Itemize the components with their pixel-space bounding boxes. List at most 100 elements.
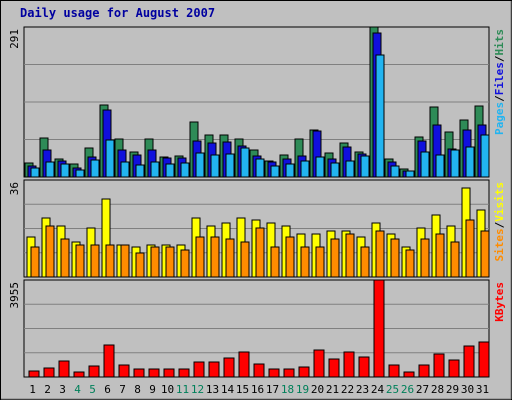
bar-kbytes-day-2 (43, 367, 55, 378)
bar-kbytes-day-9 (148, 368, 160, 378)
bar-kbytes-day-30 (463, 345, 475, 378)
bar-sites-day-25 (390, 238, 400, 278)
bar-sites-day-8 (135, 252, 145, 278)
legend-entry: Files (493, 62, 506, 95)
bar-sites-day-13 (210, 236, 220, 278)
bar-sites-day-18 (285, 236, 295, 278)
bar-sites-day-4 (75, 244, 85, 278)
bar-sites-day-15 (240, 241, 250, 278)
y-max-label: 3955 (8, 282, 21, 309)
bar-sites-day-2 (45, 225, 55, 278)
bar-kbytes-day-29 (448, 359, 460, 378)
x-tick-label: 8 (134, 383, 141, 396)
bar-kbytes-day-8 (133, 368, 145, 378)
bar-kbytes-day-17 (268, 368, 280, 378)
bar-sites-day-10 (165, 246, 175, 278)
bar-sites-day-1 (30, 246, 40, 278)
legend-separator: / (493, 55, 506, 62)
bar-pages-day-9 (150, 161, 160, 178)
x-tick-label: 3 (59, 383, 66, 396)
bar-pages-day-5 (90, 159, 100, 178)
x-tick-label: 14 (221, 383, 235, 396)
x-tick-label: 26 (401, 383, 414, 396)
bar-sites-day-20 (315, 246, 325, 278)
bar-pages-day-13 (210, 154, 220, 178)
bar-pages-day-30 (465, 146, 475, 178)
bar-kbytes-day-7 (118, 364, 130, 378)
x-tick-label: 10 (161, 383, 174, 396)
bar-kbytes-day-27 (418, 364, 430, 378)
bar-pages-day-20 (315, 156, 325, 178)
bar-pages-day-14 (225, 153, 235, 178)
bar-pages-day-12 (195, 152, 205, 178)
bar-kbytes-day-11 (178, 368, 190, 378)
legend-entry: Visits (493, 182, 506, 222)
bar-pages-day-8 (135, 164, 145, 178)
bar-pages-day-17 (270, 165, 280, 178)
bar-sites-day-3 (60, 238, 70, 278)
bar-sites-day-11 (180, 249, 190, 278)
bar-kbytes-day-23 (358, 356, 370, 378)
bar-sites-day-24 (375, 230, 385, 278)
bar-kbytes-day-24 (373, 279, 385, 378)
x-tick-label: 22 (341, 383, 354, 396)
bar-pages-day-15 (240, 147, 250, 178)
x-tick-label: 1 (29, 383, 36, 396)
x-tick-label: 25 (386, 383, 399, 396)
bar-kbytes-day-4 (73, 371, 85, 378)
x-tick-label: 18 (281, 383, 294, 396)
bar-kbytes-day-16 (253, 363, 265, 378)
bar-pages-day-4 (75, 169, 85, 178)
bar-sites-day-7 (120, 244, 130, 278)
bar-kbytes-day-14 (223, 357, 235, 378)
bar-sites-day-31 (480, 230, 490, 278)
x-tick-label: 31 (476, 383, 489, 396)
x-tick-label: 9 (149, 383, 156, 396)
bar-sites-day-30 (465, 219, 475, 278)
bar-kbytes-day-21 (328, 358, 340, 378)
bar-sites-day-28 (435, 233, 445, 278)
x-tick-label: 12 (191, 383, 204, 396)
legend-separator: / (493, 221, 506, 228)
series-sites (30, 219, 490, 278)
bar-kbytes-day-18 (283, 368, 295, 378)
bar-kbytes-day-19 (298, 366, 310, 378)
bar-kbytes-day-13 (208, 361, 220, 378)
bar-pages-day-3 (60, 163, 70, 178)
bar-pages-day-31 (480, 134, 490, 178)
legend-entry: KBytes (493, 282, 506, 322)
x-tick-label: 7 (119, 383, 126, 396)
bar-pages-day-22 (345, 160, 355, 178)
chart-title: Daily usage for August 2007 (20, 6, 215, 20)
bar-pages-day-18 (285, 163, 295, 178)
bar-pages-day-7 (120, 161, 130, 178)
series-legend: Sites/Visits (493, 182, 506, 262)
bar-kbytes-day-12 (193, 361, 205, 378)
bar-sites-day-9 (150, 246, 160, 278)
x-tick-label: 21 (326, 383, 339, 396)
x-tick-label: 11 (176, 383, 189, 396)
legend-entry: Hits (493, 29, 506, 56)
x-tick-label: 6 (104, 383, 111, 396)
bar-sites-day-22 (345, 233, 355, 278)
bar-kbytes-day-15 (238, 351, 250, 378)
bar-sites-day-21 (330, 238, 340, 278)
bar-sites-day-17 (270, 246, 280, 278)
bar-kbytes-day-5 (88, 365, 100, 378)
series-kbytes (28, 279, 490, 378)
bar-kbytes-day-6 (103, 344, 115, 378)
bar-pages-day-24 (375, 54, 385, 178)
bar-pages-day-25 (390, 165, 400, 178)
x-tick-label: 20 (311, 383, 324, 396)
bar-kbytes-day-3 (58, 360, 70, 378)
panel-kbytes: 3955 KBytes (8, 279, 506, 378)
x-tick-label: 30 (461, 383, 474, 396)
bar-kbytes-day-10 (163, 368, 175, 378)
bar-kbytes-day-22 (343, 351, 355, 378)
bar-pages-day-19 (300, 160, 310, 178)
bar-kbytes-day-1 (28, 370, 40, 378)
bar-sites-day-6 (105, 244, 115, 278)
x-tick-label: 19 (296, 383, 309, 396)
